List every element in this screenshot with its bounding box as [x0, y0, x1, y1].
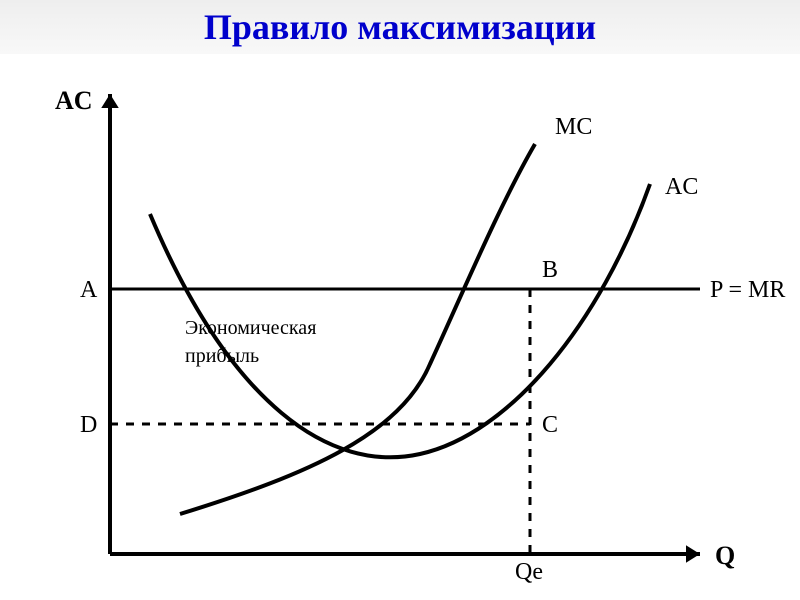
- p-mr-label: P = MR: [710, 277, 785, 303]
- ac-label: AC: [665, 174, 698, 200]
- title-band: Правило максимизации: [0, 0, 800, 54]
- point-a-label: A: [80, 277, 98, 303]
- point-b-label: B: [542, 257, 558, 283]
- y-axis-arrow: [101, 94, 119, 108]
- economic-profit-label-line1: Экономическая: [185, 317, 316, 339]
- mc-label: MC: [555, 114, 592, 140]
- page-title: Правило максимизации: [0, 6, 800, 48]
- y-axis-label: AC: [55, 86, 93, 115]
- x-axis-label: Q: [715, 541, 735, 570]
- qe-label: Qe: [515, 559, 543, 585]
- point-c-label: C: [542, 412, 558, 438]
- economics-diagram: AC Q MC AC P = MR A D B C Qe Экономическ…: [0, 54, 800, 594]
- point-d-label: D: [80, 412, 97, 438]
- economic-profit-label-line2: прибыль: [185, 345, 259, 367]
- x-axis-arrow: [686, 545, 700, 563]
